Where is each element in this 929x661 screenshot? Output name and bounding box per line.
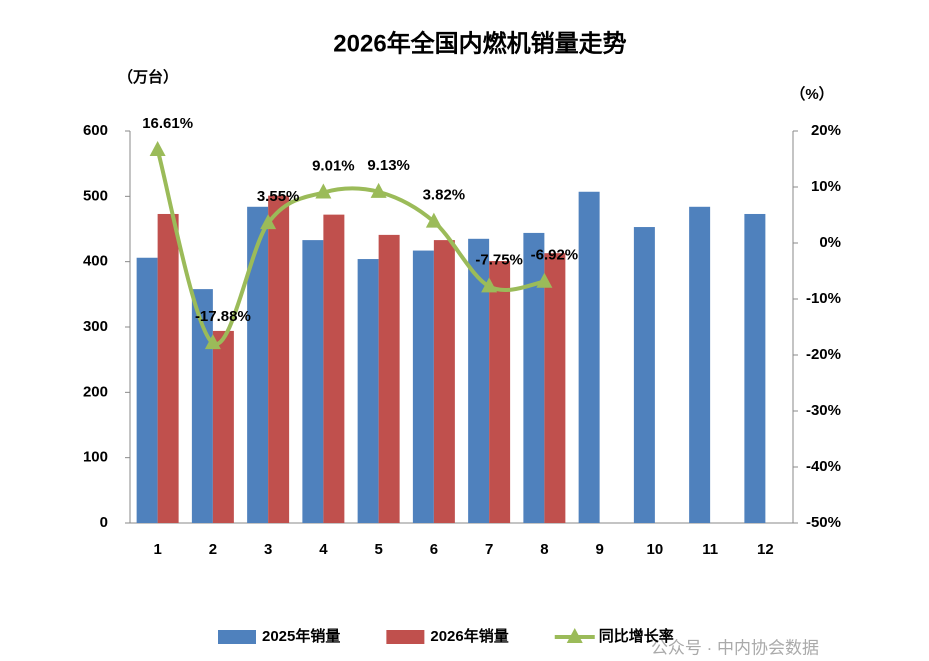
bar: [157, 213, 179, 523]
x-tick-label: 10: [647, 541, 664, 558]
bar: [433, 240, 455, 523]
bar: [378, 234, 400, 523]
watermark: 公众号 · 中内协会数据: [651, 638, 819, 657]
legend-label: 同比增长率: [599, 627, 674, 645]
y-tick-label: 100: [83, 449, 108, 466]
data-label: -7.75%: [475, 251, 523, 268]
line-marker: [425, 212, 442, 228]
line-marker: [370, 182, 387, 198]
x-tick-label: 12: [757, 541, 774, 558]
line-marker: [204, 334, 221, 350]
line-marker: [149, 140, 166, 156]
y2-tick-label: -20%: [806, 346, 841, 363]
x-tick-label: 2: [209, 541, 217, 558]
bar: [412, 250, 434, 523]
y2-tick-label: -40%: [806, 458, 841, 475]
data-label: 3.82%: [423, 187, 466, 204]
y-axis-label: （万台）: [118, 68, 178, 86]
bar: [468, 238, 490, 524]
legend-label: 2025年销量: [262, 627, 340, 645]
bar: [357, 259, 379, 523]
data-label: 16.61%: [142, 115, 193, 132]
bar: [136, 257, 158, 523]
bar: [744, 213, 766, 523]
data-label: 9.01%: [312, 158, 355, 175]
y-tick-label: 200: [83, 383, 108, 400]
x-tick-label: 8: [540, 541, 548, 558]
y-tick-label: 500: [83, 187, 108, 204]
legend-swatch: [566, 628, 583, 643]
data-label: -6.92%: [531, 247, 579, 264]
bar: [489, 261, 511, 523]
bar: [247, 206, 269, 523]
y-tick-label: 300: [83, 318, 108, 335]
y-tick-label: 400: [83, 253, 108, 270]
chart-title: 2026年全国内燃机销量走势: [333, 29, 626, 57]
bar: [323, 214, 345, 524]
line-marker: [536, 272, 553, 288]
legend-swatch: [386, 630, 425, 644]
bar: [544, 253, 566, 523]
x-tick-label: 6: [430, 541, 438, 558]
x-tick-label: 7: [485, 541, 493, 558]
bar: [302, 240, 324, 523]
x-tick-label: 1: [153, 541, 161, 558]
x-tick-label: 9: [595, 541, 603, 558]
x-tick-label: 11: [702, 541, 718, 558]
y-tick-label: 0: [100, 514, 108, 531]
y2-tick-label: 0%: [819, 234, 841, 251]
legend-swatch: [218, 630, 256, 644]
line-marker: [260, 214, 277, 230]
bar: [689, 206, 711, 523]
y2-axis-label: （%）: [790, 85, 833, 103]
legend-label: 2026年销量: [430, 627, 508, 645]
data-label: -17.88%: [195, 308, 251, 325]
bar: [212, 330, 234, 523]
bar: [268, 195, 290, 523]
y2-tick-label: 10%: [811, 178, 841, 195]
x-tick-label: 5: [374, 541, 382, 558]
y2-tick-label: -10%: [806, 290, 841, 307]
data-label: 9.13%: [367, 157, 410, 174]
bar: [578, 191, 600, 523]
y2-tick-label: -50%: [806, 514, 841, 531]
y2-tick-label: 20%: [811, 122, 841, 139]
data-label: 3.55%: [257, 188, 300, 205]
y-tick-label: 600: [83, 122, 108, 139]
bar: [633, 227, 655, 524]
y2-tick-label: -30%: [806, 402, 841, 419]
line-marker: [315, 183, 332, 199]
x-tick-label: 3: [264, 541, 272, 558]
line-marker: [481, 277, 498, 293]
bar: [523, 232, 545, 524]
x-tick-label: 4: [319, 541, 328, 558]
